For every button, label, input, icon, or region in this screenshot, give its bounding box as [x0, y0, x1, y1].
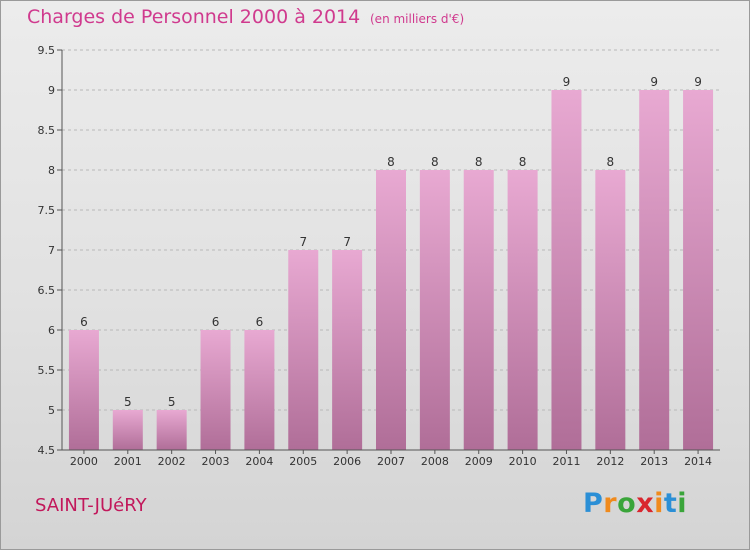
bar [68, 330, 99, 450]
x-tick-label: 2012 [596, 455, 624, 468]
labels: 4.5 5 5.5 6 6.5 7 7.5 8 8.5 9 9.5 2000 6 2001 5 2002 5 20… [38, 44, 713, 468]
logo-letter: o [617, 488, 637, 519]
logo-letter: P [583, 488, 604, 519]
data-label: 7 [299, 235, 307, 249]
bar [507, 170, 538, 450]
bar [683, 90, 714, 450]
x-tick-label: 2004 [245, 455, 273, 468]
y-tick-label: 4.5 [38, 444, 56, 457]
x-tick-label: 2000 [70, 455, 98, 468]
x-tick-label: 2008 [421, 455, 449, 468]
commune-name: SAINT-JUéRY [35, 495, 147, 516]
logo-letter: i [654, 488, 664, 519]
x-tick-label: 2013 [640, 455, 668, 468]
x-tick-label: 2006 [333, 455, 361, 468]
bar [639, 90, 670, 450]
y-tick-label: 5.5 [38, 364, 56, 377]
data-label: 8 [519, 155, 527, 169]
data-label: 6 [212, 315, 220, 329]
data-label: 6 [80, 315, 88, 329]
x-tick-label: 2005 [289, 455, 317, 468]
data-label: 8 [475, 155, 483, 169]
bar [376, 170, 406, 450]
chart-subtitle: (en milliers d'€) [370, 12, 465, 26]
bars [68, 90, 714, 450]
bar [156, 410, 187, 450]
y-tick-label: 7 [48, 244, 55, 257]
y-tick-label: 7.5 [38, 204, 56, 217]
y-tick-label: 6.5 [38, 284, 56, 297]
x-tick-label: 2002 [158, 455, 186, 468]
y-tick-label: 8.5 [38, 124, 56, 137]
data-label: 9 [694, 75, 702, 89]
bar [288, 250, 319, 450]
x-tick-label: 2001 [114, 455, 142, 468]
x-tick-label: 2007 [377, 455, 405, 468]
bar [332, 250, 363, 450]
y-tick-label: 5 [48, 404, 55, 417]
y-tick-label: 9.5 [38, 44, 56, 57]
data-label: 9 [563, 75, 571, 89]
data-label: 8 [387, 155, 395, 169]
bar [244, 330, 275, 450]
data-label: 8 [431, 155, 439, 169]
bar [112, 410, 143, 450]
x-tick-label: 2009 [465, 455, 493, 468]
logo-letter: i [677, 488, 688, 519]
logo-letter: r [603, 488, 618, 519]
y-tick-label: 9 [48, 84, 55, 97]
bar [595, 170, 626, 450]
data-label: 5 [124, 395, 132, 409]
bar [200, 330, 231, 450]
chart-title: Charges de Personnel 2000 à 2014 [27, 6, 361, 28]
logo-letter: t [663, 488, 678, 519]
bar [419, 170, 450, 450]
y-tick-label: 6 [48, 324, 55, 337]
bar [551, 90, 582, 450]
data-label: 8 [607, 155, 615, 169]
data-label: 7 [343, 235, 351, 249]
data-label: 9 [650, 75, 658, 89]
x-tick-label: 2011 [552, 455, 580, 468]
y-tick-label: 8 [48, 164, 55, 177]
bar [463, 170, 494, 450]
axes [57, 49, 720, 454]
x-tick-label: 2010 [509, 455, 537, 468]
data-label: 5 [168, 395, 176, 409]
logo-letter: x [636, 488, 655, 519]
proxiti-logo: Proxiti [583, 488, 687, 519]
x-tick-label: 2003 [202, 455, 230, 468]
x-tick-label: 2014 [684, 455, 712, 468]
data-label: 6 [256, 315, 264, 329]
